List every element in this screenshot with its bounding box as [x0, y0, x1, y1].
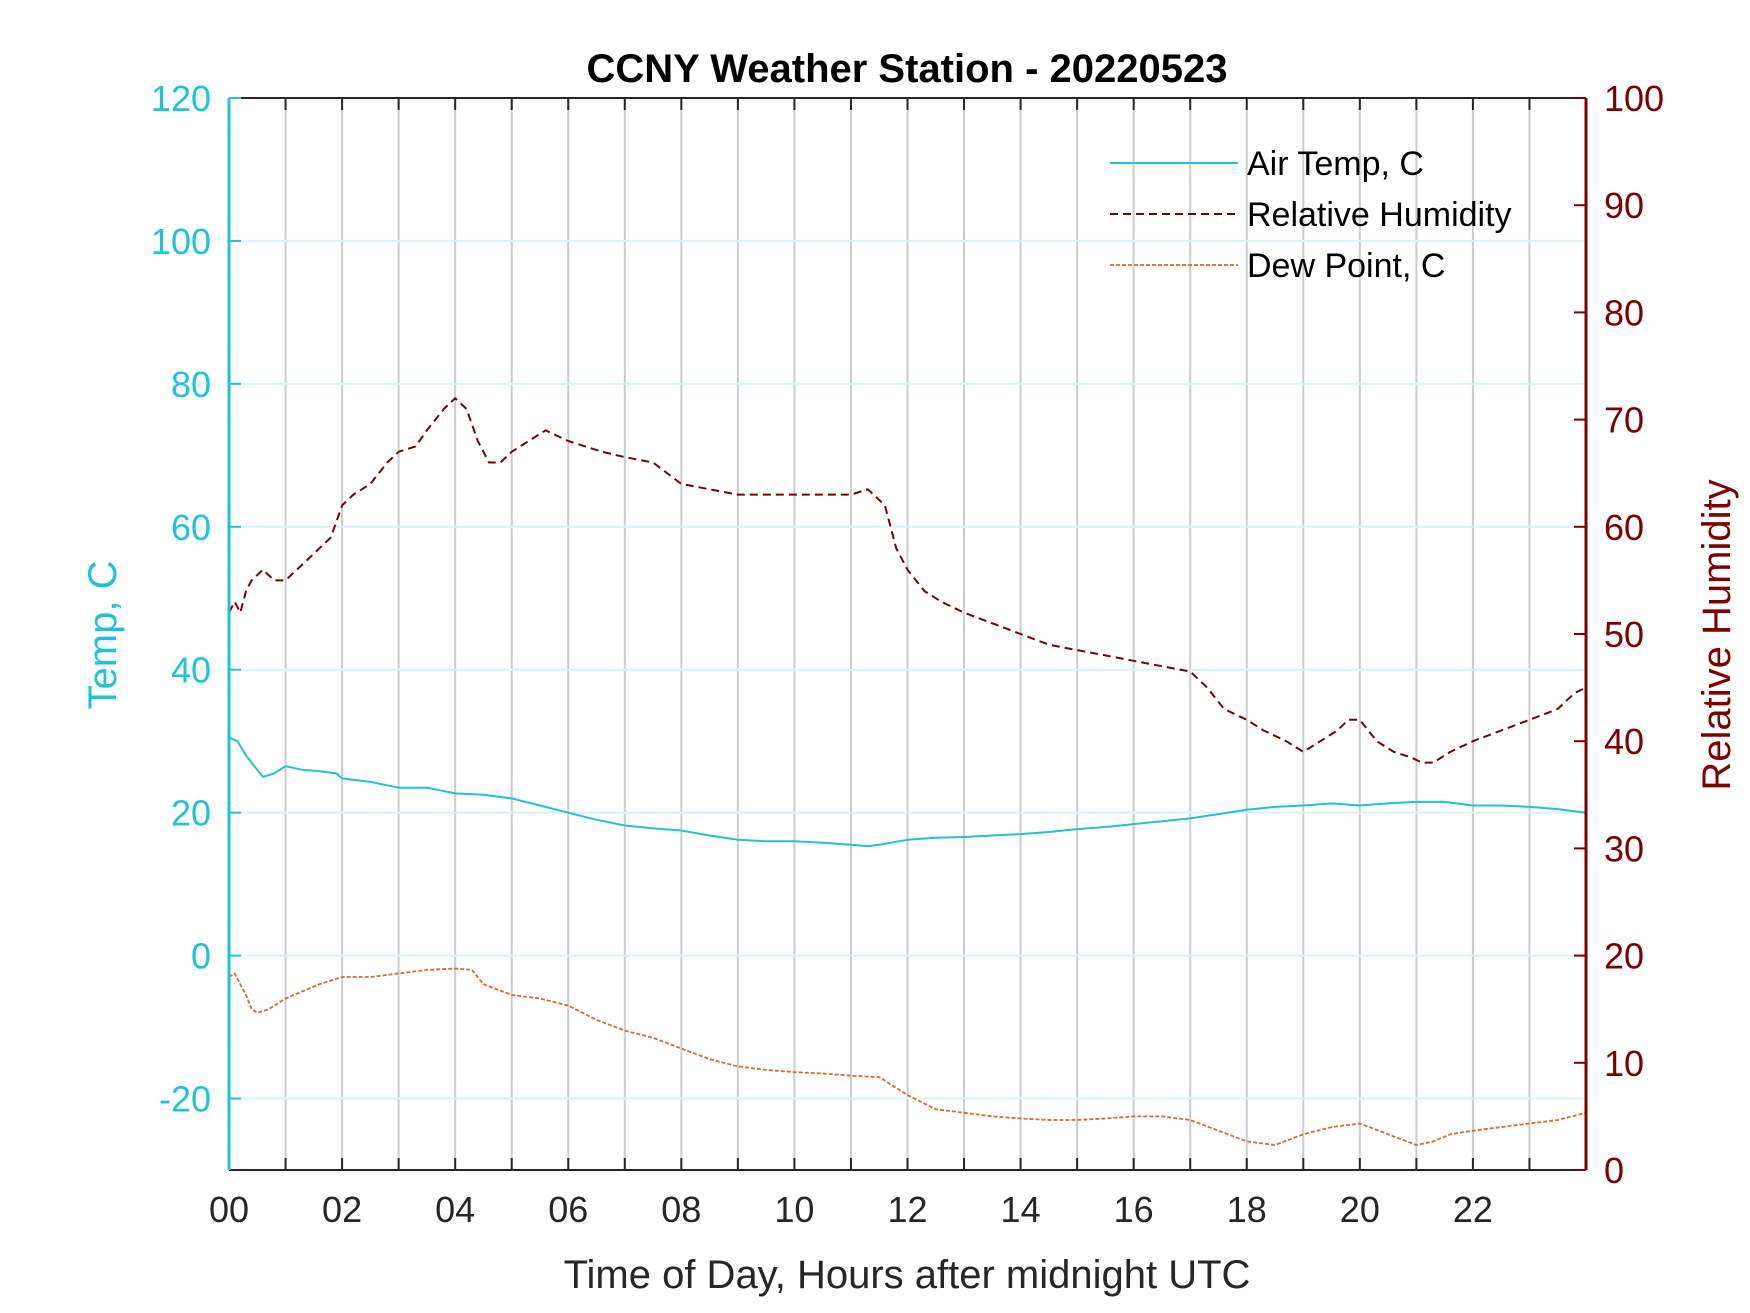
- y-right-tick-label: 30: [1604, 828, 1644, 869]
- series-layer: [228, 397, 1587, 1146]
- x-tick-label: 08: [661, 1189, 701, 1230]
- y-axis-right-label: Relative Humidity: [1695, 479, 1739, 790]
- y-right-tick-label: 0: [1604, 1150, 1624, 1191]
- y-left-tick-label: 100: [151, 221, 211, 262]
- x-tick-label: 10: [774, 1189, 814, 1230]
- y-left-tick-label: 20: [171, 793, 211, 834]
- x-tick-label: 20: [1340, 1189, 1380, 1230]
- x-tick-label: 22: [1453, 1189, 1493, 1230]
- y-axis-left-label: Temp, C: [81, 561, 125, 710]
- series-line-dew-point: [228, 967, 1587, 1146]
- x-axis-label: Time of Day, Hours after midnight UTC: [564, 1253, 1251, 1297]
- y-left-tick-label: -20: [159, 1079, 211, 1120]
- y-right-tick-label: 70: [1604, 400, 1644, 441]
- x-tick-label: 14: [1001, 1189, 1041, 1230]
- x-tick-label: 06: [548, 1189, 588, 1230]
- x-tick-label: 18: [1227, 1189, 1267, 1230]
- legend-entry-label: Air Temp, C: [1247, 145, 1424, 183]
- chart-title: CCNY Weather Station - 20220523: [587, 47, 1228, 91]
- series-line-air-temp: [228, 736, 1587, 848]
- y-right-tick-label: 60: [1604, 507, 1644, 548]
- y-right-tick-label: 90: [1604, 185, 1644, 226]
- x-tick-label: 00: [209, 1189, 249, 1230]
- x-tick-label: 02: [322, 1189, 362, 1230]
- legend-entry-label: Dew Point, C: [1247, 247, 1445, 285]
- y-left-tick-label: 60: [171, 507, 211, 548]
- legend-entry-label: Relative Humidity: [1247, 196, 1512, 234]
- y-left-tick-label: 0: [191, 936, 211, 977]
- legend: Air Temp, C Relative Humidity Dew Point, C: [1110, 145, 1512, 285]
- y-right-tick-label: 100: [1604, 78, 1664, 119]
- y-right-tick-label: 50: [1604, 614, 1644, 655]
- y-right-tick-label: 40: [1604, 721, 1644, 762]
- y-left-tick-label: 120: [151, 78, 211, 119]
- x-tick-label: 12: [887, 1189, 927, 1230]
- axes: 00 02 04 06 08 10 12 14 16 18 20 22-200204060801001…: [151, 78, 1664, 1230]
- x-tick-label: 04: [435, 1189, 475, 1230]
- y-right-tick-label: 20: [1604, 936, 1644, 977]
- series-line-relative-humidity: [228, 397, 1587, 764]
- grid: [229, 98, 1586, 1170]
- y-right-tick-label: 10: [1604, 1043, 1644, 1084]
- y-left-tick-label: 80: [171, 364, 211, 405]
- y-left-tick-label: 40: [171, 650, 211, 691]
- x-tick-label: 16: [1114, 1189, 1154, 1230]
- y-right-tick-label: 80: [1604, 292, 1644, 333]
